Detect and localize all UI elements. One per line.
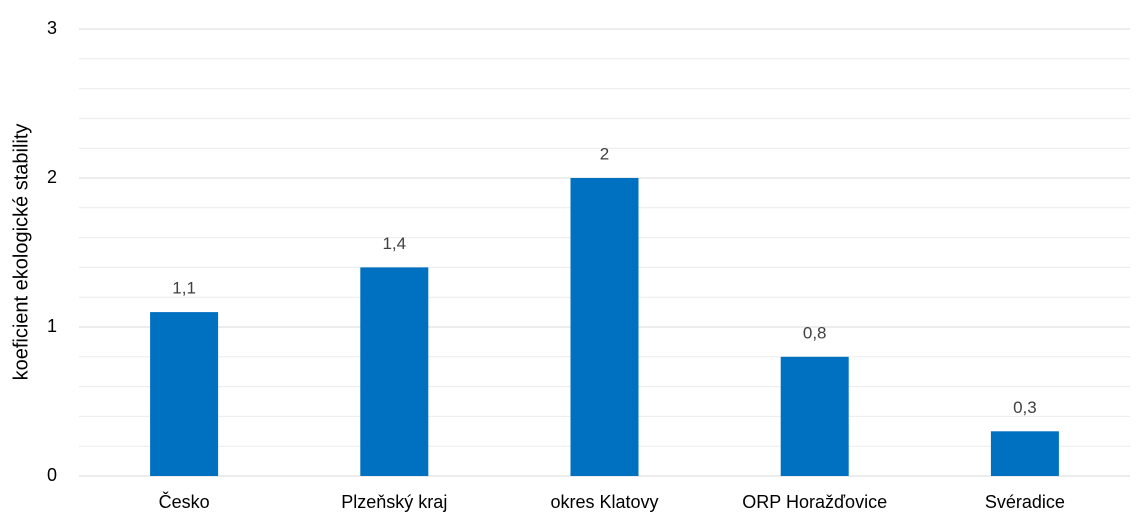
data-label: 2 xyxy=(600,144,609,163)
x-tick-label: ORP Horažďovice xyxy=(742,492,887,512)
x-tick-label: Svéradice xyxy=(985,492,1065,512)
bar xyxy=(570,178,639,476)
bar xyxy=(780,356,849,476)
y-tick-label: 0 xyxy=(47,465,57,485)
bar xyxy=(150,312,219,476)
y-tick-label: 1 xyxy=(47,316,57,336)
bar xyxy=(360,267,429,476)
bar xyxy=(990,431,1059,476)
x-tick-label: Plzeňský kraj xyxy=(341,492,447,512)
x-tick-label: Česko xyxy=(159,491,210,512)
x-tick-label: okres Klatovy xyxy=(550,492,658,512)
data-label: 1,4 xyxy=(382,234,406,253)
data-label: 0,3 xyxy=(1013,398,1037,417)
y-tick-label: 3 xyxy=(47,18,57,38)
y-tick-label: 2 xyxy=(47,167,57,187)
data-label: 0,8 xyxy=(803,323,827,342)
data-label: 1,1 xyxy=(172,279,196,298)
y-axis-label: koeficient ekologické stability xyxy=(10,124,32,381)
